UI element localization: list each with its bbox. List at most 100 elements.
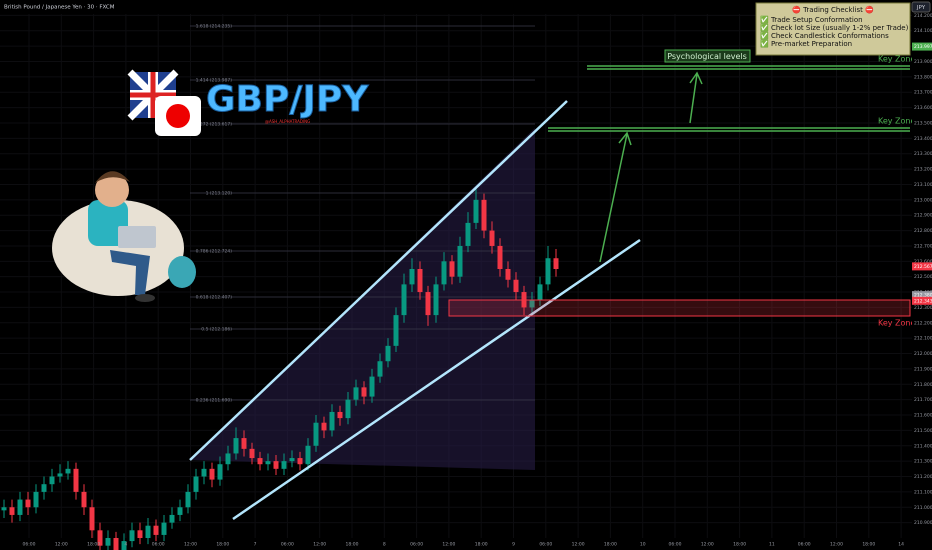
price-tag bbox=[912, 42, 932, 51]
checklist: ✅ Trade Setup Conformation✅ Check lot Si… bbox=[760, 15, 909, 48]
handle: @ASH_ALPHATRADING bbox=[265, 119, 310, 124]
x-tick-label: 12:00 bbox=[313, 542, 326, 548]
y-tick-label: 211.300 bbox=[914, 459, 932, 465]
candle-body bbox=[1, 507, 7, 511]
y-tick-label: 212.600 bbox=[914, 259, 932, 265]
candle-body bbox=[41, 484, 47, 492]
x-tick-label: 18:00 bbox=[346, 542, 359, 548]
x-tick-label: 06:00 bbox=[669, 542, 682, 548]
candle-body bbox=[265, 461, 271, 465]
candle-body bbox=[217, 464, 223, 480]
y-tick-label: 212.100 bbox=[914, 336, 932, 342]
y-tick-label: 211.200 bbox=[914, 474, 932, 480]
candle-body bbox=[425, 292, 431, 316]
y-tick-label: 211.500 bbox=[914, 428, 932, 434]
candle-body bbox=[129, 530, 135, 542]
candle-body bbox=[161, 522, 167, 535]
y-tick-label: 210.900 bbox=[914, 520, 932, 526]
x-tick-label: 11 bbox=[769, 542, 775, 548]
x-tick-label: 06:00 bbox=[798, 542, 811, 548]
candle-body bbox=[65, 468, 71, 474]
candle-body bbox=[385, 345, 391, 362]
x-tick-label: 18:00 bbox=[475, 542, 488, 548]
psych-label: Psychological levels bbox=[667, 52, 747, 61]
y-tick-label: 211.400 bbox=[914, 443, 932, 449]
y-tick-label: 213.500 bbox=[914, 120, 932, 126]
price-tag-label: 212.380 bbox=[914, 293, 932, 299]
y-tick-label: 212.500 bbox=[914, 274, 932, 280]
y-tick-label: 211.700 bbox=[914, 397, 932, 403]
price-tag-label: 212.343 bbox=[914, 298, 932, 304]
candle-body bbox=[329, 411, 335, 431]
candle-body bbox=[89, 507, 95, 531]
fib-label: 0.618 (212.407) bbox=[196, 295, 233, 301]
price-tag bbox=[912, 296, 932, 305]
x-tick-label: 9 bbox=[512, 542, 515, 548]
x-tick-label: 06:00 bbox=[152, 542, 165, 548]
price-axis bbox=[912, 14, 932, 550]
x-tick-label: 18:00 bbox=[862, 542, 875, 548]
candle-body bbox=[553, 258, 559, 269]
x-tick-label: 18:00 bbox=[216, 542, 229, 548]
x-tick-label: 06:00 bbox=[410, 542, 423, 548]
candle-body bbox=[225, 453, 231, 465]
candle-body bbox=[489, 230, 495, 246]
fib-label: 1.272 (213.617) bbox=[196, 122, 233, 128]
fib-label: 0.5 (212.186) bbox=[201, 327, 232, 333]
candle-body bbox=[313, 422, 319, 446]
x-tick-label: 18:00 bbox=[604, 542, 617, 548]
candle-body bbox=[177, 507, 183, 515]
x-tick-label: 4 bbox=[124, 542, 127, 548]
person-legs bbox=[110, 250, 150, 295]
candle-body bbox=[281, 461, 287, 469]
x-tick-label: 12:00 bbox=[442, 542, 455, 548]
candle-body bbox=[209, 468, 215, 480]
candle-body bbox=[305, 445, 311, 465]
x-tick-label: 10 bbox=[640, 542, 646, 548]
candle-body bbox=[401, 284, 407, 316]
candle-body bbox=[249, 448, 255, 459]
candle-body bbox=[121, 541, 127, 550]
price-tag-label: 213.997 bbox=[914, 44, 932, 50]
candle-body bbox=[233, 438, 239, 454]
candle-body bbox=[465, 222, 471, 246]
y-tick-label: 212.300 bbox=[914, 305, 932, 311]
axes: 210.900 211.000 211.100 211.200 211.300 211.4… bbox=[23, 13, 932, 550]
candle-body bbox=[185, 491, 191, 508]
y-tick-label: 213.400 bbox=[914, 136, 932, 142]
y-tick-label: 211.900 bbox=[914, 366, 932, 372]
candle-body bbox=[193, 476, 199, 492]
x-tick-label: 12:00 bbox=[572, 542, 585, 548]
checklist-item: ✅ Check Candlestick Conformations bbox=[760, 31, 889, 40]
key-zone-label: Key Zone bbox=[878, 117, 915, 126]
y-tick-label: 212.700 bbox=[914, 243, 932, 249]
price-tag-label: 212.567 bbox=[914, 264, 932, 270]
candle-body bbox=[321, 422, 327, 431]
beanbag bbox=[52, 200, 184, 296]
candle-body bbox=[17, 499, 23, 515]
y-tick-label: 213.800 bbox=[914, 74, 932, 80]
candle-body bbox=[481, 199, 487, 231]
y-tick-label: 212.800 bbox=[914, 228, 932, 234]
key-zone-label: Key Zone bbox=[878, 319, 915, 328]
candle-body bbox=[201, 468, 207, 477]
fib-levels: 1.618 (214.235) 1.414 (213.987) 1.272 (213… bbox=[190, 24, 535, 404]
candle-body bbox=[537, 284, 543, 300]
price-tag bbox=[912, 262, 932, 271]
x-tick-label: 06:00 bbox=[539, 542, 552, 548]
candle-body bbox=[529, 299, 535, 308]
candle-body bbox=[25, 499, 31, 508]
candles bbox=[1, 189, 559, 550]
candle-body bbox=[145, 525, 151, 538]
candle-body bbox=[81, 491, 87, 508]
y-tick-label: 212.200 bbox=[914, 320, 932, 326]
demand-zone bbox=[448, 299, 911, 317]
y-tick-label: 213.200 bbox=[914, 167, 932, 173]
candle-body bbox=[393, 315, 399, 346]
jp-flag-sun bbox=[166, 104, 190, 128]
x-tick-label: 06:00 bbox=[281, 542, 294, 548]
candle-body bbox=[241, 438, 247, 449]
candle-body bbox=[33, 491, 39, 508]
psych-box bbox=[664, 49, 751, 63]
candle-body bbox=[73, 468, 79, 492]
